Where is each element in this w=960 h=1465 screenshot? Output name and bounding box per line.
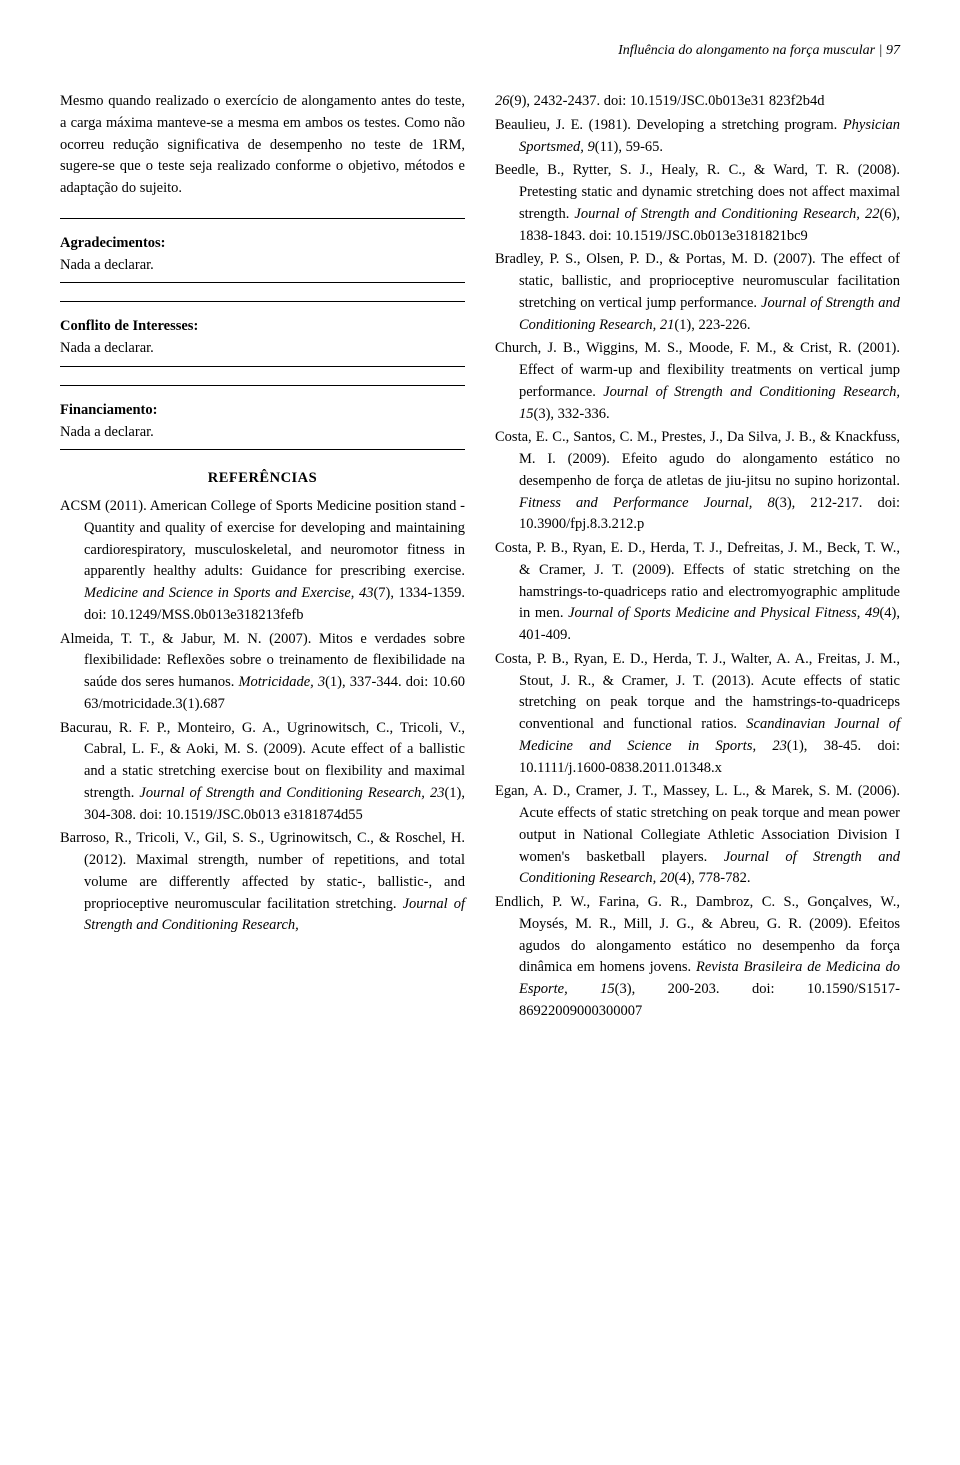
right-column: 26(9), 2432-2437. doi: 10.1519/JSC.0b013… [495,91,900,1025]
reference-italic: Journal of Strength and Conditioning Res… [574,206,879,222]
reference-entry: 26(9), 2432-2437. doi: 10.1519/JSC.0b013… [495,91,900,113]
two-column-layout: Mesmo quando realizado o exercício de al… [60,91,900,1025]
divider [60,282,465,283]
reference-italic: Journal of Strength and Conditioning Res… [519,384,900,422]
page-number: 97 [886,43,900,58]
reference-entry: Bacurau, R. F. P., Monteiro, G. A., Ugri… [60,718,465,827]
running-header: Influência do alongamento na força muscu… [60,40,900,61]
reference-entry: Endlich, P. W., Farina, G. R., Dambroz, … [495,892,900,1023]
reference-italic: Physician Sportsmed, 9 [519,117,900,155]
reference-entry: Egan, A. D., Cramer, J. T., Massey, L. L… [495,781,900,890]
ack-text: Nada a declarar. [60,255,465,277]
reference-italic: Journal of Strength and Conditioning Res… [139,785,444,801]
reference-entry: Beaulieu, J. E. (1981). Developing a str… [495,115,900,159]
divider [60,385,465,386]
ack-label: Agradecimentos: [60,233,465,255]
reference-italic: 26 [495,93,510,109]
divider [60,449,465,450]
reference-italic: Journal of Strength and Conditioning Res… [519,295,900,333]
reference-italic: Medicine and Science in Sports and Exerc… [84,585,373,601]
reference-italic: Fitness and Performance Journal, 8 [519,495,775,511]
reference-entry: Costa, P. B., Ryan, E. D., Herda, T. J.,… [495,649,900,780]
conflict-of-interest-block: Conflito de Interesses: Nada a declarar. [60,316,465,367]
reference-italic: Journal of Sports Medicine and Physical … [568,605,879,621]
fund-text: Nada a declarar. [60,422,465,444]
references-list-right: 26(9), 2432-2437. doi: 10.1519/JSC.0b013… [495,91,900,1023]
reference-entry: Costa, E. C., Santos, C. M., Prestes, J.… [495,427,900,536]
reference-italic: Journal of Strength and Conditioning Res… [519,849,900,887]
reference-italic: Motricidade, 3 [238,674,325,690]
funding-block: Financiamento: Nada a declarar. [60,400,465,451]
coi-text: Nada a declarar. [60,338,465,360]
reference-entry: Costa, P. B., Ryan, E. D., Herda, T. J.,… [495,538,900,647]
divider [60,366,465,367]
reference-italic: Revista Brasileira de Medicina do Esport… [519,959,900,997]
reference-entry: Barroso, R., Tricoli, V., Gil, S. S., Ug… [60,828,465,937]
body-paragraph: Mesmo quando realizado o exercício de al… [60,91,465,200]
header-sep: | [879,43,886,58]
reference-entry: Almeida, T. T., & Jabur, M. N. (2007). M… [60,629,465,716]
references-heading: REFERÊNCIAS [60,468,465,490]
reference-italic: Scandinavian Journal of Medicine and Sci… [519,716,900,754]
reference-entry: Beedle, B., Rytter, S. J., Healy, R. C.,… [495,160,900,247]
reference-entry: Church, J. B., Wiggins, M. S., Moode, F.… [495,338,900,425]
running-title: Influência do alongamento na força muscu… [618,43,875,58]
divider [60,218,465,219]
acknowledgements-block: Agradecimentos: Nada a declarar. [60,233,465,284]
fund-label: Financiamento: [60,400,465,422]
reference-entry: ACSM (2011). American College of Sports … [60,496,465,627]
coi-label: Conflito de Interesses: [60,316,465,338]
divider [60,301,465,302]
reference-italic: Journal of Strength and Conditioning Res… [84,896,465,934]
reference-entry: Bradley, P. S., Olsen, P. D., & Portas, … [495,249,900,336]
references-list-left: ACSM (2011). American College of Sports … [60,496,465,937]
left-column: Mesmo quando realizado o exercício de al… [60,91,465,1025]
